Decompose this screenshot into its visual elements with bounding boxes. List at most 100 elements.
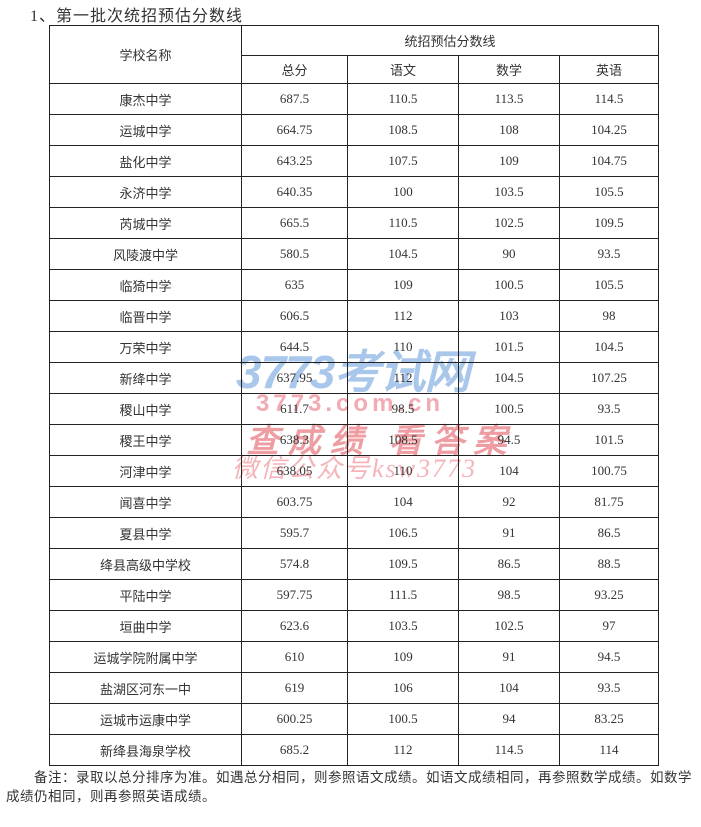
score-cell-chinese: 109 (347, 641, 459, 673)
score-cell-math: 108 (458, 114, 560, 146)
score-cell-chinese: 112 (347, 362, 459, 394)
score-cell-math: 101.5 (458, 331, 560, 363)
table-row: 闻喜中学 603.75 104 92 81.75 (49, 486, 659, 518)
footnote: 备注：录取以总分排序为准。如遇总分相同，则参照语文成绩。如语文成绩相同，再参照数… (6, 770, 692, 804)
table-row: 夏县中学 595.7 106.5 91 86.5 (49, 517, 659, 549)
score-cell-english: 114 (559, 734, 659, 766)
score-cell-total: 597.75 (241, 579, 348, 611)
table-row: 新绛中学 637.95 112 104.5 107.25 (49, 362, 659, 394)
school-name-cell: 盐化中学 (49, 145, 242, 177)
score-cell-chinese: 107.5 (347, 145, 459, 177)
score-cell-math: 102.5 (458, 207, 560, 239)
score-cell-english: 105.5 (559, 176, 659, 208)
table-row: 康杰中学 687.5 110.5 113.5 114.5 (49, 83, 659, 115)
score-cell-total: 610 (241, 641, 348, 673)
table-row: 河津中学 638.05 110 104 100.75 (49, 455, 659, 487)
school-name-cell: 新绛中学 (49, 362, 242, 394)
school-name-cell: 稷王中学 (49, 424, 242, 456)
score-cell-english: 93.5 (559, 672, 659, 704)
score-cell-chinese: 110 (347, 455, 459, 487)
score-cell-total: 623.6 (241, 610, 348, 642)
score-cell-math: 100.5 (458, 393, 560, 425)
score-cell-chinese: 106.5 (347, 517, 459, 549)
score-cell-chinese: 104 (347, 486, 459, 518)
score-cell-chinese: 100 (347, 176, 459, 208)
school-name-cell: 河津中学 (49, 455, 242, 487)
score-cell-english: 104.25 (559, 114, 659, 146)
score-cell-english: 88.5 (559, 548, 659, 580)
score-cell-total: 619 (241, 672, 348, 704)
score-cell-total: 635 (241, 269, 348, 301)
table-row: 稷山中学 611.7 98.5 100.5 93.5 (49, 393, 659, 425)
score-cell-total: 664.75 (241, 114, 348, 146)
score-cell-math: 94.5 (458, 424, 560, 456)
page-title: 1、第一批次统招预估分数线 (30, 8, 244, 25)
score-cell-english: 94.5 (559, 641, 659, 673)
score-cell-english: 104.75 (559, 145, 659, 177)
score-cell-math: 100.5 (458, 269, 560, 301)
school-name-cell: 临晋中学 (49, 300, 242, 332)
score-cell-math: 86.5 (458, 548, 560, 580)
score-cell-chinese: 112 (347, 734, 459, 766)
score-cell-english: 101.5 (559, 424, 659, 456)
school-name-cell: 临猗中学 (49, 269, 242, 301)
score-cell-chinese: 108.5 (347, 424, 459, 456)
school-name-cell: 运城市运康中学 (49, 703, 242, 735)
score-cell-chinese: 108.5 (347, 114, 459, 146)
score-cell-chinese: 106 (347, 672, 459, 704)
score-cell-total: 611.7 (241, 393, 348, 425)
score-cell-total: 603.75 (241, 486, 348, 518)
score-cell-math: 104 (458, 672, 560, 704)
table-row: 盐化中学 643.25 107.5 109 104.75 (49, 145, 659, 177)
school-name-cell: 夏县中学 (49, 517, 242, 549)
column-header-english: 英语 (559, 55, 659, 84)
school-name-cell: 平陆中学 (49, 579, 242, 611)
score-cell-chinese: 104.5 (347, 238, 459, 270)
table-row: 垣曲中学 623.6 103.5 102.5 97 (49, 610, 659, 642)
score-table: 学校名称 统招预估分数线 总分 语文 数学 英语 康杰中学 687.5 110.5 1… (49, 25, 659, 766)
score-cell-chinese: 111.5 (347, 579, 459, 611)
table-row: 稷王中学 638.3 108.5 94.5 101.5 (49, 424, 659, 456)
score-cell-math: 98.5 (458, 579, 560, 611)
table-row: 运城市运康中学 600.25 100.5 94 83.25 (49, 703, 659, 735)
score-cell-math: 94 (458, 703, 560, 735)
score-cell-english: 93.25 (559, 579, 659, 611)
school-name-cell: 盐湖区河东一中 (49, 672, 242, 704)
score-cell-english: 81.75 (559, 486, 659, 518)
score-cell-math: 103 (458, 300, 560, 332)
score-cell-english: 93.5 (559, 393, 659, 425)
score-cell-english: 104.5 (559, 331, 659, 363)
school-name-cell: 康杰中学 (49, 83, 242, 115)
school-name-cell: 万荣中学 (49, 331, 242, 363)
score-cell-math: 102.5 (458, 610, 560, 642)
table-row: 运城学院附属中学 610 109 91 94.5 (49, 641, 659, 673)
column-header-school: 学校名称 (49, 25, 242, 84)
score-cell-english: 105.5 (559, 269, 659, 301)
table-row: 临晋中学 606.5 112 103 98 (49, 300, 659, 332)
score-cell-chinese: 110.5 (347, 83, 459, 115)
score-cell-english: 107.25 (559, 362, 659, 394)
score-cell-chinese: 109 (347, 269, 459, 301)
school-name-cell: 永济中学 (49, 176, 242, 208)
score-cell-english: 86.5 (559, 517, 659, 549)
table-row: 平陆中学 597.75 111.5 98.5 93.25 (49, 579, 659, 611)
table-row: 临猗中学 635 109 100.5 105.5 (49, 269, 659, 301)
school-name-cell: 稷山中学 (49, 393, 242, 425)
table-row: 芮城中学 665.5 110.5 102.5 109.5 (49, 207, 659, 239)
score-cell-english: 109.5 (559, 207, 659, 239)
column-header-chinese: 语文 (347, 55, 459, 84)
table-row: 万荣中学 644.5 110 101.5 104.5 (49, 331, 659, 363)
score-cell-math: 114.5 (458, 734, 560, 766)
column-header-group: 统招预估分数线 (241, 25, 659, 56)
score-cell-math: 104 (458, 455, 560, 487)
score-cell-math: 113.5 (458, 83, 560, 115)
score-cell-total: 685.2 (241, 734, 348, 766)
score-cell-chinese: 110.5 (347, 207, 459, 239)
score-cell-english: 98 (559, 300, 659, 332)
score-cell-chinese: 109.5 (347, 548, 459, 580)
score-cell-total: 640.35 (241, 176, 348, 208)
table-row: 运城中学 664.75 108.5 108 104.25 (49, 114, 659, 146)
score-cell-total: 595.7 (241, 517, 348, 549)
score-cell-total: 637.95 (241, 362, 348, 394)
